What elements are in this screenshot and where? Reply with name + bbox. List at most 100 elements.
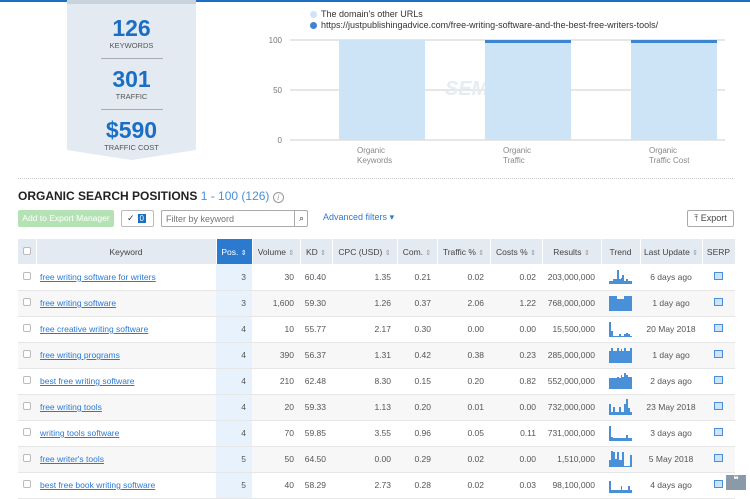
top-accent-line: [0, 0, 750, 2]
column-header-last-update[interactable]: Last Update ⇕: [640, 239, 703, 264]
filter-keyword-input[interactable]: [161, 210, 308, 227]
trend-bar: [618, 406, 621, 414]
sort-icon[interactable]: ⇕: [384, 249, 391, 257]
export-button[interactable]: ⤒ Export: [687, 210, 734, 227]
serp-icon[interactable]: [702, 316, 735, 343]
row-checkbox[interactable]: [18, 342, 36, 369]
bar-other-urls[interactable]: [485, 43, 571, 140]
advanced-filters-link[interactable]: Advanced filters ▾: [323, 212, 395, 222]
cell-cpc: 0.00: [332, 446, 397, 473]
serp-icon[interactable]: [702, 342, 735, 369]
row-checkbox[interactable]: [18, 316, 36, 343]
cell-com: 0.96: [397, 420, 437, 447]
legend-item[interactable]: https://justpublishingadvice.com/free-wr…: [310, 20, 658, 31]
column-header-serp[interactable]: SERP: [702, 239, 736, 264]
cell-results: 768,000,000: [542, 290, 601, 317]
serp-icon[interactable]: [702, 368, 735, 395]
sort-icon[interactable]: ⇕: [240, 249, 247, 257]
column-header-cpc-usd[interactable]: CPC (USD) ⇕: [332, 239, 398, 264]
serp-icon[interactable]: [702, 290, 735, 317]
row-checkbox[interactable]: [18, 446, 36, 473]
add-to-export-manager-button[interactable]: Add to Export Manager: [18, 210, 114, 227]
table-row: best free book writing software 5 40 58.29 2…: [18, 472, 735, 499]
sort-icon[interactable]: ⇕: [288, 249, 295, 257]
cell-results: 285,000,000: [542, 342, 601, 369]
legend-item[interactable]: The domain's other URLs: [310, 9, 658, 20]
column-header-pos[interactable]: Pos. ⇕: [216, 239, 253, 264]
trend-bar: [612, 295, 615, 310]
keyword-link[interactable]: free creative writing software: [40, 324, 149, 334]
feedback-icon[interactable]: ❝: [726, 475, 746, 490]
trend-bar: [610, 436, 613, 440]
column-header-volume[interactable]: Volume ⇕: [252, 239, 301, 264]
column-header-results[interactable]: Results ⇕: [542, 239, 602, 264]
trend-sparkline: [601, 264, 640, 291]
sort-icon[interactable]: ⇕: [583, 249, 590, 257]
keyword-link[interactable]: best free writing software: [40, 376, 135, 386]
sort-icon[interactable]: ⇕: [320, 249, 327, 257]
serp-icon[interactable]: [702, 446, 735, 473]
serp-icon[interactable]: [702, 394, 735, 421]
trend-bar: [628, 350, 631, 362]
row-checkbox[interactable]: [18, 290, 36, 317]
cell-pos: 4: [216, 342, 252, 369]
column-header-traffic[interactable]: Traffic % ⇕: [437, 239, 491, 264]
column-header-trend[interactable]: Trend: [601, 239, 641, 264]
bar-page[interactable]: [485, 40, 571, 43]
cell-last-update: 1 day ago: [640, 290, 702, 317]
trend-bar: [609, 295, 611, 310]
row-checkbox[interactable]: [18, 394, 36, 421]
cell-pos: 5: [216, 446, 252, 473]
keyword-link[interactable]: free writing software: [40, 298, 117, 308]
sort-icon[interactable]: ⇕: [530, 249, 536, 257]
trend-sparkline: [601, 446, 640, 473]
row-checkbox[interactable]: [18, 264, 36, 291]
trend-bar: [612, 438, 615, 440]
x-tick-label: Organic Traffic: [503, 146, 531, 165]
sort-icon[interactable]: ⇕: [692, 249, 699, 257]
trend-bar: [610, 295, 613, 310]
search-icon[interactable]: ⌕: [294, 210, 308, 227]
keyword-link[interactable]: writing tools software: [40, 428, 120, 438]
column-header-costs[interactable]: Costs % ⇕: [490, 239, 543, 264]
trend-bar: [630, 295, 633, 310]
serp-icon[interactable]: [702, 264, 735, 291]
cell-com: 0.21: [397, 264, 437, 291]
keyword-link[interactable]: free writing programs: [40, 350, 120, 360]
cell-costs: 0.00: [490, 394, 542, 421]
bar-other-urls[interactable]: [339, 40, 425, 140]
column-header-kd[interactable]: KD ⇕: [300, 239, 333, 264]
summary-panel: 126 KEYWORDS 301 TRAFFIC $590 TRAFFIC CO…: [67, 0, 196, 160]
row-checkbox[interactable]: [18, 368, 36, 395]
bar-page[interactable]: [631, 40, 717, 43]
keyword-link[interactable]: free writer's tools: [40, 454, 104, 464]
row-checkbox[interactable]: [18, 472, 36, 499]
bar-other-urls[interactable]: [631, 43, 717, 140]
trend-bar: [616, 438, 619, 440]
trend-bar: [628, 376, 631, 388]
keyword-link[interactable]: best free book writing software: [40, 480, 156, 490]
cell-volume: 40: [252, 472, 300, 499]
info-icon[interactable]: i: [272, 192, 284, 203]
sort-icon[interactable]: ⇕: [425, 249, 432, 257]
cell-traffic: 0.02: [437, 264, 490, 291]
sort-icon[interactable]: ⇕: [478, 249, 485, 257]
trend-bar: [618, 460, 621, 466]
trend-sparkline: [601, 342, 640, 369]
column-header-keyword[interactable]: Keyword: [36, 239, 217, 264]
keyword-link[interactable]: free writing tools: [40, 402, 102, 412]
cell-traffic: 0.02: [437, 446, 490, 473]
cell-traffic: 0.02: [437, 472, 490, 499]
cell-volume: 50: [252, 446, 300, 473]
table-row: best free writing software 4 210 62.48 8.30 0…: [18, 368, 735, 395]
column-header-com[interactable]: Com. ⇕: [397, 239, 438, 264]
row-checkbox[interactable]: [18, 420, 36, 447]
serp-icon[interactable]: [702, 420, 735, 447]
keyword-link[interactable]: free writing software for writers: [40, 271, 156, 282]
selected-count-button[interactable]: ✓ 0: [121, 210, 154, 227]
select-all-checkbox[interactable]: [18, 239, 37, 264]
trend-bar: [630, 438, 633, 440]
trend-bar: [618, 298, 621, 310]
table-row: free writer's tools 5 50 64.50 0.00 0.29 0.02 0…: [18, 446, 735, 473]
cell-costs: 1.22: [490, 290, 542, 317]
